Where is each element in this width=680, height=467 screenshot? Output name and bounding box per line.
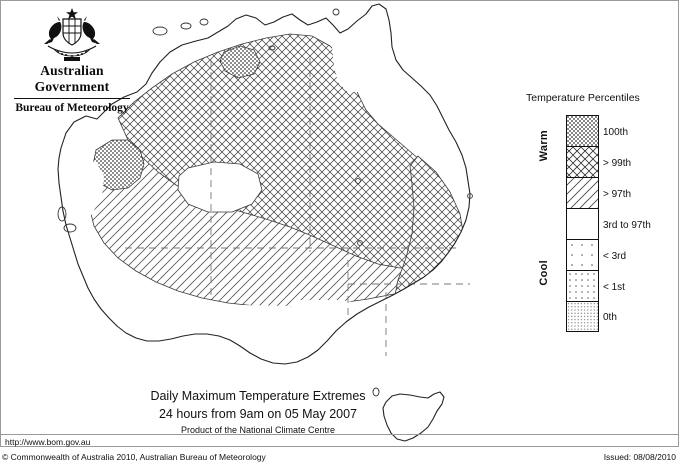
legend-swatch-0th [567, 302, 598, 331]
region-cape-york-blank [330, 12, 382, 92]
map-product-note: Product of the National Climate Centre [180, 425, 336, 435]
map-shading [58, 12, 465, 364]
gov-name-line: Australian Government [34, 63, 110, 94]
bureau-name-line: Bureau of Meteorology [15, 102, 129, 114]
region-sw-wa-blank [58, 160, 104, 226]
branding-divider [14, 98, 130, 99]
map-container [57, 3, 473, 442]
legend-title: Temperature Percentiles [526, 92, 640, 104]
footer-divider [0, 434, 679, 435]
offshore-islands [57, 8, 473, 246]
legend-warm-label: Warm [538, 130, 550, 162]
region-south-east-blank [282, 300, 430, 364]
legend-label-100th: 100th [603, 127, 629, 138]
bom-url[interactable]: http://www.bom.gov.au [5, 437, 91, 447]
legend-label-99th: > 99th [603, 158, 632, 169]
tasmania [382, 391, 445, 442]
legend-cool-label: Cool [538, 260, 550, 286]
legend-label-97th: > 97th [603, 189, 632, 200]
legend-swatch-lt-1st [567, 271, 598, 302]
map-title: Daily Maximum Temperature Extremes [150, 389, 366, 403]
legend-swatch-column [566, 115, 599, 332]
chart-title-block: Daily Maximum Temperature Extremes 24 ho… [108, 389, 408, 436]
region-south-coast-blank [92, 290, 300, 348]
legend-swatch-3rd-to-97th [567, 209, 598, 240]
state-boundaries [125, 58, 470, 356]
australian-coat-of-arms-icon [44, 8, 100, 61]
legend-label-lt-1st: < 1st [603, 282, 625, 293]
region-central-blank-pocket [177, 161, 263, 213]
legend: Temperature Percentiles Warm Cool [516, 92, 676, 342]
copyright-notice: © Commonwealth of Australia 2010, Austra… [2, 452, 266, 462]
legend-label-3rd-to-97th: 3rd to 97th [603, 220, 651, 231]
issued-date: Issued: 08/08/2010 [603, 452, 676, 462]
legend-swatch-99th [567, 147, 598, 178]
australia-map [57, 3, 473, 442]
legend-label-lt-3rd: < 3rd [603, 251, 627, 262]
legend-label-0th: 0th [603, 312, 617, 323]
region-top-end-hotspot [219, 45, 261, 79]
page-frame [0, 0, 679, 447]
legend-swatch-lt-3rd [567, 240, 598, 271]
legend-swatch-97th [567, 178, 598, 209]
king-island [372, 387, 380, 397]
australia-coastline [57, 3, 471, 365]
map-subtitle: 24 hours from 9am on 05 May 2007 [158, 407, 358, 421]
government-branding: Australian Government Bureau of Meteorol… [8, 6, 136, 114]
legend-swatch-100th [567, 116, 598, 147]
